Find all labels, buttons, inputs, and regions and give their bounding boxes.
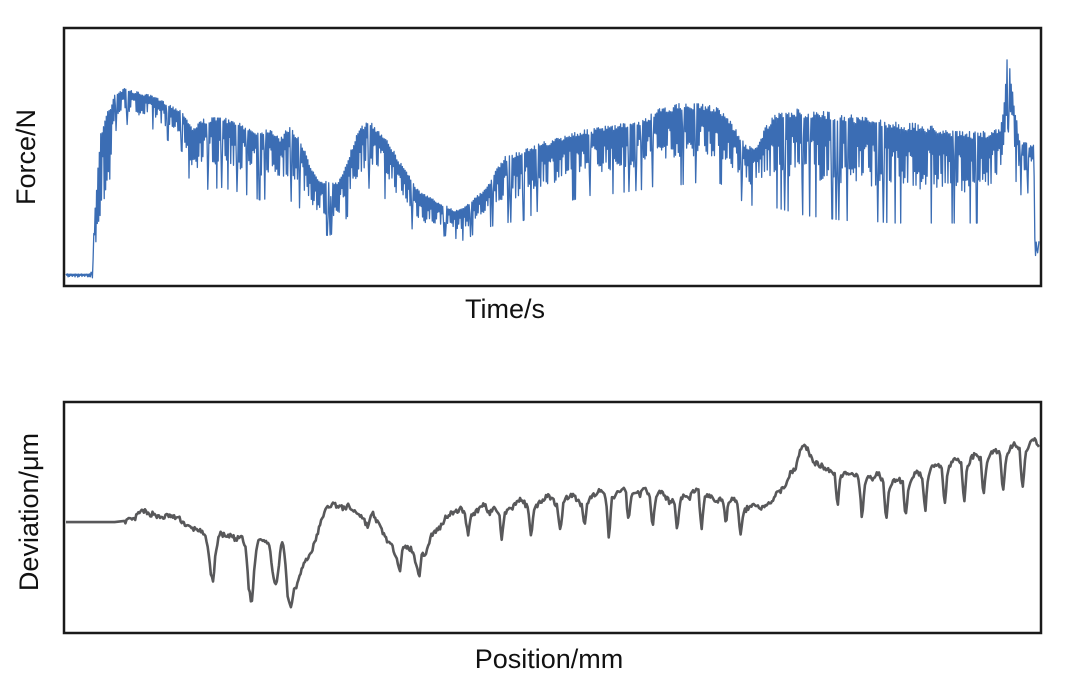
deviation-plot-frame: [62, 400, 1043, 635]
deviation-x-axis-label: Position/mm: [475, 644, 624, 674]
force-time-chart: Time/s Force/N: [11, 26, 1043, 324]
force-series-line: [65, 59, 1040, 279]
force-series: [65, 59, 1040, 279]
deviation-position-chart: Position/mm Deviation/μm: [14, 400, 1043, 674]
deviation-series-line: [65, 437, 1041, 609]
deviation-series: [65, 437, 1041, 609]
deviation-y-axis-label: Deviation/μm: [14, 433, 44, 591]
force-x-axis-label: Time/s: [465, 294, 545, 324]
force-y-axis-label: Force/N: [11, 109, 41, 205]
